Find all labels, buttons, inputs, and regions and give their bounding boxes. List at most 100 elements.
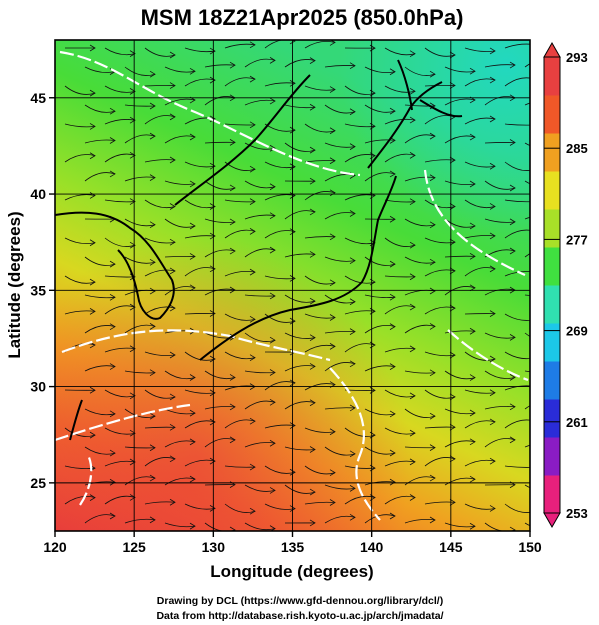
streamline <box>364 66 396 74</box>
streamline <box>404 408 436 418</box>
streamline <box>64 85 96 95</box>
streamline <box>364 481 396 486</box>
streamline-arrow <box>89 89 96 97</box>
streamline-arrow <box>349 62 356 70</box>
streamline <box>364 139 396 144</box>
streamline <box>464 503 496 510</box>
streamline <box>104 47 136 56</box>
streamline-arrow <box>169 423 176 431</box>
streamline <box>224 229 256 239</box>
streamline-arrow <box>309 208 316 216</box>
streamline-arrow <box>129 241 136 249</box>
streamline-arrow <box>129 345 136 353</box>
streamline <box>444 255 476 258</box>
streamline <box>184 313 216 315</box>
colorbar-segment <box>544 133 560 172</box>
streamline-arrow <box>129 494 136 501</box>
streamline <box>504 199 530 203</box>
streamline <box>144 457 176 467</box>
streamline-arrow <box>309 146 316 154</box>
streamline-arrow <box>449 156 456 164</box>
streamline <box>204 218 236 223</box>
streamline-arrow <box>229 403 236 411</box>
streamline <box>304 344 336 353</box>
streamline <box>164 135 196 144</box>
streamline-arrow <box>149 174 156 181</box>
streamline <box>444 330 476 334</box>
x-tick-label: 145 <box>439 539 463 555</box>
streamline-arrow <box>409 87 416 95</box>
streamline-arrow <box>389 260 396 268</box>
streamline <box>124 408 156 418</box>
streamline <box>524 484 530 489</box>
streamline-arrow <box>249 268 256 276</box>
streamline <box>404 104 436 107</box>
streamline <box>444 477 476 486</box>
streamline-arrow <box>349 485 356 492</box>
streamline <box>64 123 96 128</box>
streamline-arrow <box>349 513 356 521</box>
streamline-arrow <box>109 170 116 178</box>
streamline-arrow <box>129 392 136 400</box>
streamline <box>204 370 236 380</box>
streamline-arrow <box>329 469 336 477</box>
streamline <box>364 446 396 455</box>
streamline <box>324 362 356 372</box>
streamline <box>224 419 256 429</box>
streamline-arrow <box>349 328 356 335</box>
streamline-arrow <box>449 455 456 463</box>
streamline-arrow <box>129 50 136 57</box>
streamline <box>244 442 276 448</box>
streamline-arrow <box>389 363 396 370</box>
streamline <box>384 389 416 398</box>
streamline-arrow <box>429 70 436 78</box>
streamline-arrow <box>449 423 456 431</box>
streamline-arrow <box>309 251 316 258</box>
streamline-arrow <box>489 355 496 363</box>
streamline <box>64 310 96 315</box>
streamline-arrow <box>169 351 176 359</box>
streamline-arrow <box>249 165 256 173</box>
streamline-arrow <box>389 137 396 144</box>
streamline-arrow <box>149 102 156 110</box>
streamline <box>124 66 156 76</box>
streamline <box>464 161 496 168</box>
streamline-arrow <box>509 218 516 226</box>
streamline-arrow <box>329 499 336 506</box>
streamline <box>444 98 476 106</box>
streamline-arrow <box>189 409 196 417</box>
streamline <box>164 408 196 415</box>
colorbar-segment <box>544 399 560 438</box>
streamline <box>384 347 416 353</box>
streamline-arrow <box>489 203 496 210</box>
streamline <box>444 180 476 185</box>
streamline-arrow <box>149 221 156 229</box>
streamline-arrow <box>249 198 256 205</box>
streamline <box>324 294 356 304</box>
colorbar-segment <box>544 95 560 134</box>
streamline-arrow <box>169 82 176 89</box>
streamline-arrow <box>489 76 496 84</box>
streamline-arrow <box>469 327 476 335</box>
streamline <box>144 237 176 244</box>
streamline <box>164 286 196 296</box>
streamline <box>484 438 516 448</box>
streamline-arrow <box>269 212 276 220</box>
colorbar-tick-label: 285 <box>566 141 588 156</box>
streamline <box>344 310 376 315</box>
streamline-arrow <box>289 163 296 171</box>
colorbar-tick-label: 261 <box>566 415 588 430</box>
x-tick-label: 150 <box>518 539 542 555</box>
streamline <box>284 446 316 451</box>
streamline <box>224 351 256 360</box>
streamline <box>304 427 336 433</box>
streamline-arrow <box>329 157 336 165</box>
streamline-arrow <box>269 398 276 406</box>
streamline <box>344 427 376 437</box>
colorbar-segment <box>544 437 560 476</box>
x-axis: 120 125 130 135 140 145 150 <box>43 531 542 555</box>
streamline-arrow <box>309 177 316 185</box>
streamline-arrow <box>349 210 356 217</box>
streamline <box>344 194 376 201</box>
